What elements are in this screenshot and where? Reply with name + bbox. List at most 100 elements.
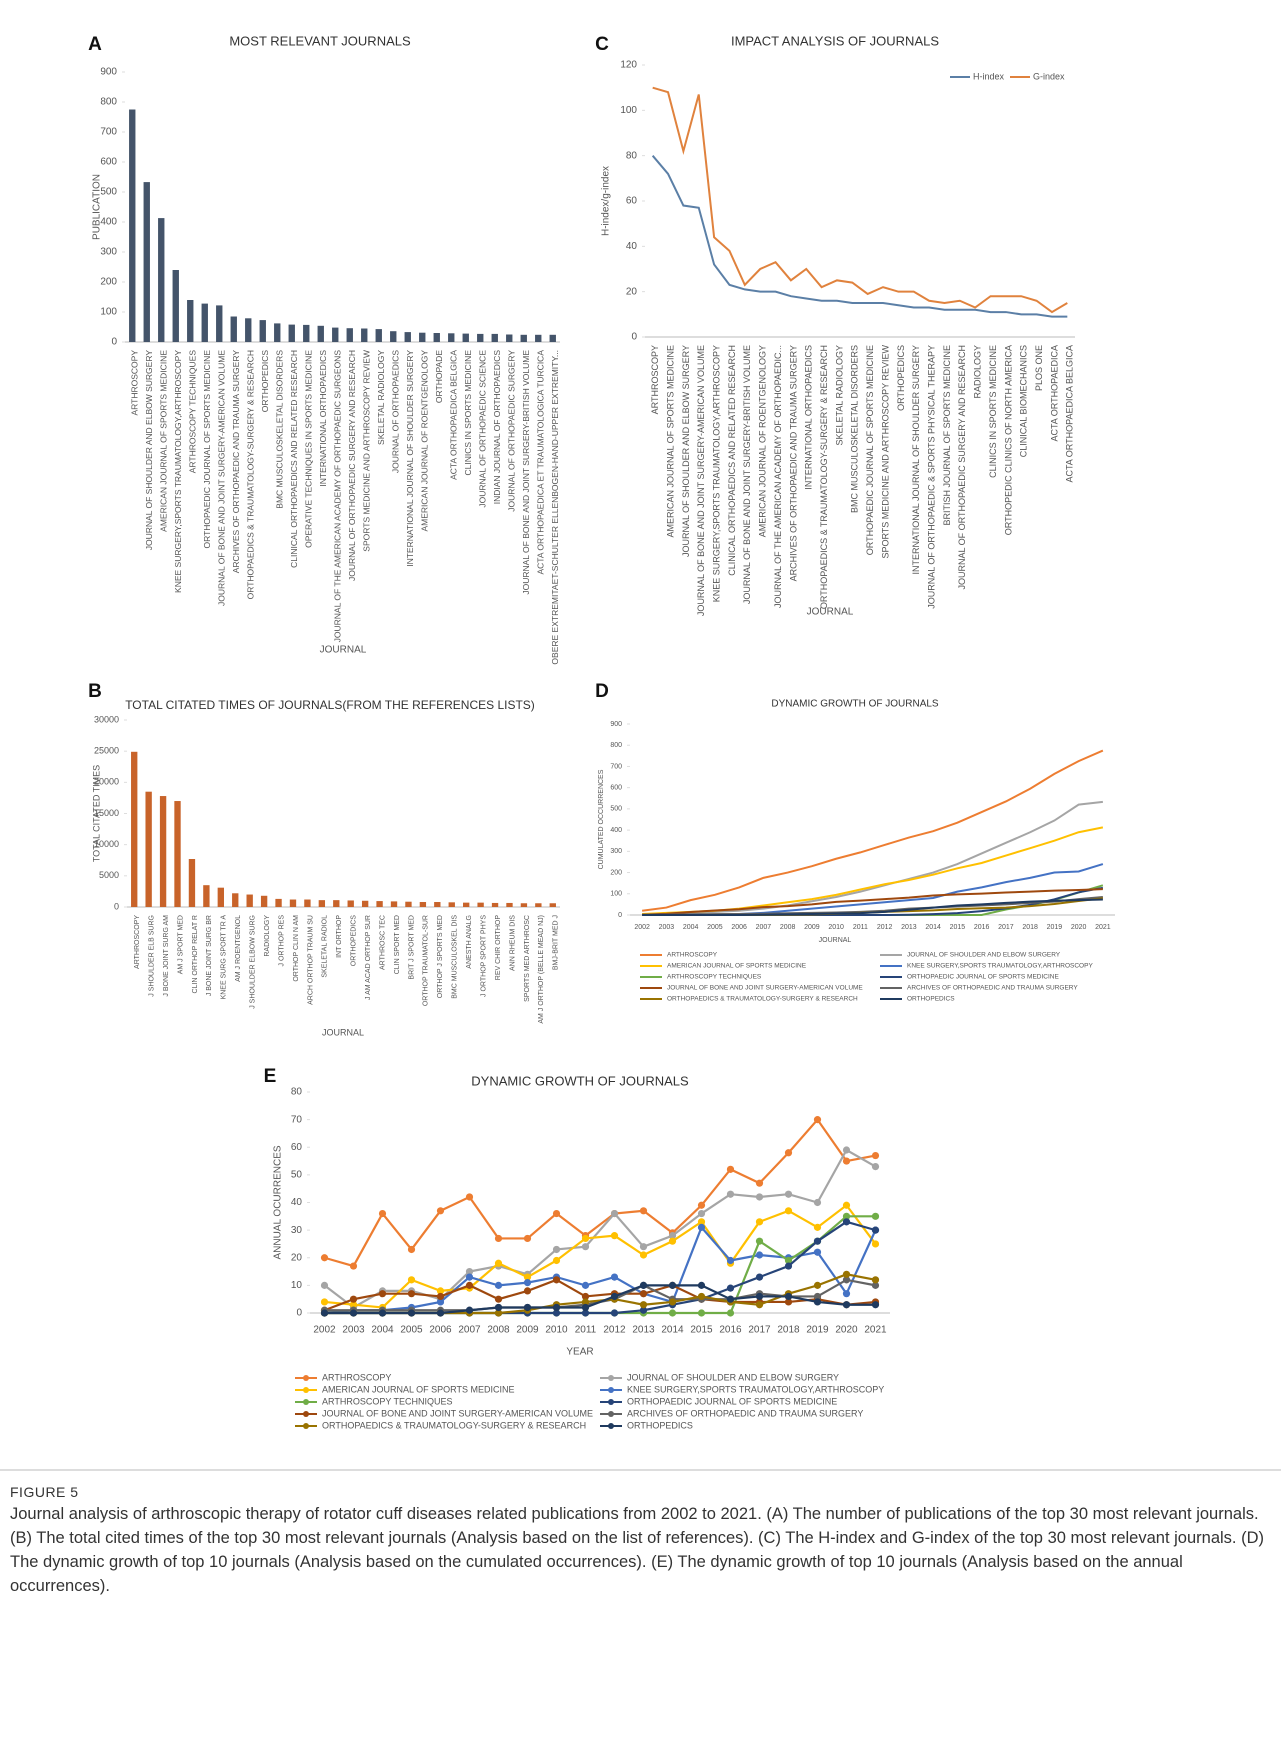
point (755, 1193, 764, 1201)
bar (318, 900, 326, 907)
point (581, 1303, 590, 1312)
bar (520, 334, 527, 342)
y-tick-label: 10000 (94, 839, 119, 849)
point (813, 1198, 822, 1207)
x-tick-label: 2006 (731, 924, 747, 931)
bar (491, 333, 498, 342)
point (842, 1301, 851, 1309)
y-tick-label: 300 (610, 848, 622, 855)
bar (506, 902, 513, 907)
point (494, 1295, 503, 1303)
y-tick-label: 600 (610, 785, 622, 792)
legend-label: AMERICAN JOURNAL OF SPORTS MEDICINE (667, 963, 807, 970)
point (755, 1237, 764, 1245)
bar (274, 323, 281, 342)
point (581, 1292, 590, 1301)
legend-marker (608, 1411, 614, 1417)
point (726, 1295, 735, 1303)
x-tick-label: ANESTH ANALG (466, 915, 473, 969)
y-tick-label: 900 (610, 721, 622, 728)
point (784, 1298, 793, 1306)
x-tick-label: KNEE SURGERY,SPORTS TRAUMATOLOGY,ARTHROS… (173, 350, 183, 593)
legend-marker (303, 1423, 309, 1429)
point (436, 1292, 445, 1301)
point (668, 1281, 677, 1289)
x-tick-label: JOURNAL OF ORTHOPAEDIC & SPORTS PHYSICAL… (926, 345, 936, 609)
bar (448, 333, 455, 342)
x-tick-label: 2016 (974, 924, 990, 931)
point (668, 1298, 677, 1306)
x-tick-label: 2020 (1071, 924, 1087, 931)
x-tick-label: 2018 (1022, 924, 1038, 931)
bar (246, 894, 253, 907)
x-tick-label: J AM ACAD ORTHOP SUR (365, 915, 372, 1000)
point (465, 1281, 474, 1289)
y-axis-label: TOTAL CITATED TIMES (91, 765, 101, 862)
bar (376, 901, 383, 907)
x-tick-label: ARTHROSC TEC (379, 915, 386, 970)
legend-label: KNEE SURGERY,SPORTS TRAUMATOLOGY,ARTHROS… (627, 1384, 884, 1394)
point (523, 1273, 532, 1281)
x-tick-label: J ORTHOP SPORT PHYS (480, 915, 487, 997)
x-tick-label: ANN RHEUM DIS (509, 915, 516, 971)
x-tick-label: 2009 (516, 1325, 539, 1336)
x-tick-label: ACTA ORTHOPAEDICA ET TRAUMATOLOGICA TURC… (536, 350, 546, 575)
bar (245, 318, 252, 342)
point (639, 1290, 648, 1298)
legend-marker (608, 1423, 614, 1429)
x-tick-label: 2021 (864, 1325, 887, 1336)
x-tick-label: J SHOULDER ELBOW SURG (250, 915, 257, 1009)
x-tick-label: ARTHROSCOPY (134, 915, 141, 969)
x-axis-label: YEAR (566, 1347, 593, 1358)
bar (217, 887, 224, 907)
y-tick-label: 50 (291, 1170, 303, 1181)
x-tick-label: 2006 (429, 1325, 452, 1336)
series-line (652, 86, 1068, 314)
bar (361, 900, 369, 907)
x-tick-label: JOURNAL OF THE AMERICAN ACADEMY OF ORTHO… (333, 350, 343, 643)
point (349, 1295, 358, 1303)
point (784, 1262, 793, 1270)
x-tick-label: KNEE SURGERY,SPORTS TRAUMATOLOGY,ARTHROS… (711, 345, 721, 602)
point (668, 1309, 677, 1317)
x-tick-label: BMC MUSCULOSKEL DIS (452, 915, 459, 999)
point (610, 1292, 619, 1301)
x-tick-label: BRITISH JOURNAL OF SPORTS MEDICINE (942, 345, 952, 526)
x-tick-label: 2004 (683, 924, 699, 931)
x-tick-label: J SHOULDER ELB SURG (148, 915, 155, 997)
chart-title: IMPACT ANALYSIS OF JOURNALS (731, 33, 939, 48)
x-tick-label: INT ORTHOP (336, 915, 343, 958)
point (784, 1149, 793, 1157)
x-tick-label: 2008 (487, 1325, 510, 1336)
series-line (642, 800, 1103, 916)
legend-label: ARCHIVES OF ORTHOPAEDIC AND TRAUMA SURGE… (627, 1408, 863, 1418)
point (697, 1223, 706, 1231)
y-tick-label: 15000 (94, 808, 119, 818)
y-tick-label: 40 (291, 1197, 303, 1208)
y-tick-label: 80 (291, 1087, 303, 1098)
point (842, 1212, 851, 1220)
point (784, 1292, 793, 1301)
bar (131, 751, 138, 907)
legend-label: ARTHROSCOPY (322, 1372, 391, 1382)
point (784, 1190, 793, 1198)
y-tick-label: 70 (291, 1114, 303, 1125)
point (842, 1290, 851, 1298)
x-tick-label: 2004 (371, 1325, 394, 1336)
point (581, 1243, 590, 1251)
x-tick-label: SKELETAL RADIOL (322, 915, 329, 978)
bar (187, 300, 194, 342)
bar (288, 324, 295, 342)
x-tick-label: AM J SPORT MED (177, 915, 184, 974)
y-tick-label: 0 (111, 337, 117, 348)
x-axis-label: JOURNAL (807, 607, 854, 618)
x-tick-label: SKELETAL RADIOLOGY (376, 350, 386, 445)
bar (535, 903, 542, 907)
point (494, 1309, 503, 1317)
bar (419, 902, 427, 907)
point (494, 1234, 503, 1243)
legend-marker (303, 1387, 309, 1393)
x-tick-label: 2009 (804, 924, 820, 931)
panel-letter: D (595, 681, 609, 702)
x-tick-label: AMERICAN JOURNAL OF SPORTS MEDICINE (159, 350, 169, 532)
